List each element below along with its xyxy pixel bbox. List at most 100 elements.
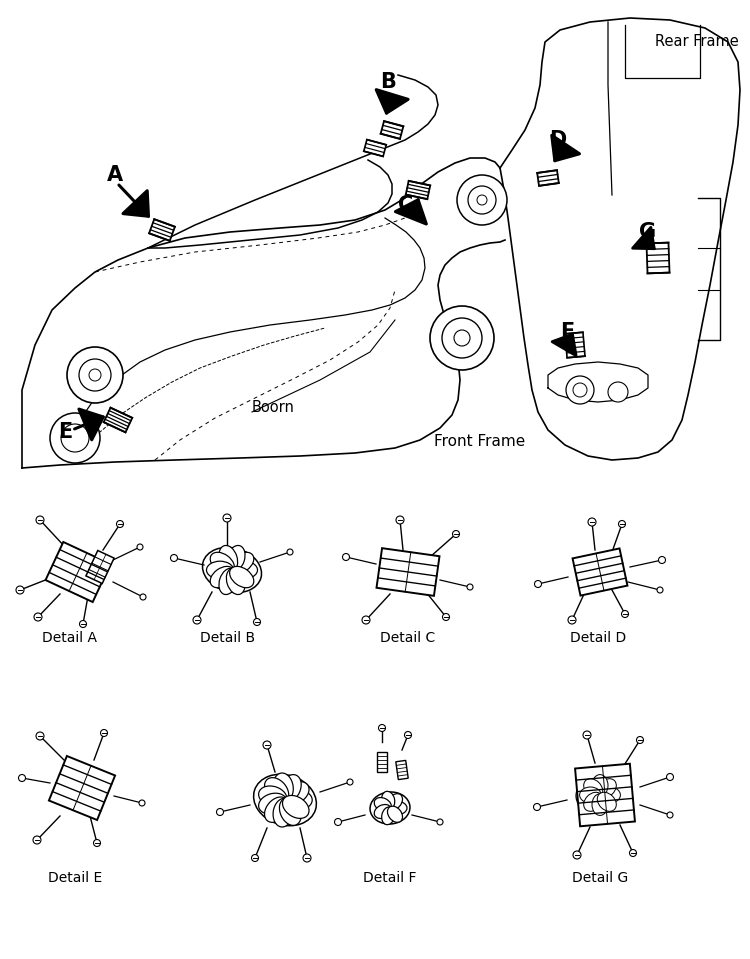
Point <box>125 422 134 433</box>
Bar <box>396 760 408 780</box>
Line: 2 pts: 2 pts <box>383 126 402 130</box>
Line: 2 pts: 2 pts <box>397 767 406 769</box>
Point <box>562 346 571 358</box>
Point <box>95 575 104 587</box>
Line: 2 pts: 2 pts <box>538 175 557 177</box>
Point <box>620 555 628 567</box>
Line: 2 pts: 2 pts <box>566 341 584 343</box>
Text: Detail F: Detail F <box>363 871 417 885</box>
Circle shape <box>347 779 353 785</box>
Line: 2 pts: 2 pts <box>94 557 111 565</box>
Point <box>424 188 433 199</box>
Line: 2 pts: 2 pts <box>407 188 429 193</box>
Point <box>104 787 112 799</box>
Bar <box>376 549 440 596</box>
Line: 2 pts: 2 pts <box>396 764 406 765</box>
Point <box>628 795 637 807</box>
Circle shape <box>573 851 581 859</box>
Line: 2 pts: 2 pts <box>409 181 430 185</box>
Ellipse shape <box>206 561 233 579</box>
Ellipse shape <box>280 775 302 802</box>
Line: 2 pts: 2 pts <box>538 178 558 181</box>
Circle shape <box>379 724 386 732</box>
Point <box>374 566 383 577</box>
Point <box>86 561 95 573</box>
Circle shape <box>667 774 674 781</box>
Ellipse shape <box>374 805 392 818</box>
Point <box>628 772 637 784</box>
Circle shape <box>100 730 107 737</box>
Ellipse shape <box>210 552 235 573</box>
Point <box>373 762 382 774</box>
Text: Detail E: Detail E <box>48 871 102 885</box>
Ellipse shape <box>283 782 309 805</box>
Ellipse shape <box>219 546 238 572</box>
Point <box>125 412 134 424</box>
Point <box>562 332 571 343</box>
Circle shape <box>583 731 591 739</box>
Point <box>562 337 571 348</box>
Text: Detail D: Detail D <box>570 631 626 645</box>
Point <box>392 762 401 774</box>
Point <box>643 244 652 255</box>
Line: 2 pts: 2 pts <box>364 148 384 152</box>
Line: 2 pts: 2 pts <box>60 550 107 572</box>
Point <box>377 130 386 142</box>
Point <box>101 409 110 421</box>
Point <box>100 562 109 573</box>
FancyBboxPatch shape <box>537 170 559 186</box>
Circle shape <box>193 616 201 624</box>
Line: 2 pts: 2 pts <box>151 230 171 237</box>
Point <box>562 351 571 363</box>
Point <box>403 766 412 778</box>
Text: F: F <box>560 322 574 342</box>
Point <box>47 571 56 582</box>
Point <box>101 416 110 428</box>
Point <box>77 807 86 818</box>
Text: Detail A: Detail A <box>43 631 98 645</box>
Ellipse shape <box>576 775 624 815</box>
Circle shape <box>588 518 596 526</box>
Circle shape <box>33 836 41 844</box>
Point <box>433 576 442 588</box>
Point <box>382 762 392 774</box>
Point <box>403 770 412 782</box>
Text: Front Frame: Front Frame <box>434 434 526 450</box>
Point <box>403 762 412 774</box>
Point <box>380 149 389 160</box>
FancyBboxPatch shape <box>149 220 175 241</box>
Circle shape <box>116 521 124 527</box>
Line: 2 pts: 2 pts <box>406 195 427 199</box>
Line: 2 pts: 2 pts <box>106 416 128 427</box>
Point <box>169 228 178 240</box>
Circle shape <box>442 614 449 620</box>
Point <box>433 566 442 577</box>
Circle shape <box>452 530 460 537</box>
Text: Boorn: Boorn <box>252 401 295 415</box>
Point <box>361 144 370 155</box>
Point <box>596 585 604 596</box>
Text: D: D <box>549 130 567 150</box>
Point <box>392 766 401 778</box>
Ellipse shape <box>580 787 602 803</box>
Point <box>554 166 562 177</box>
Point <box>572 562 580 573</box>
Circle shape <box>50 413 100 463</box>
Line: 2 pts: 2 pts <box>110 410 131 421</box>
Line: 2 pts: 2 pts <box>596 553 604 591</box>
Circle shape <box>19 775 26 782</box>
Point <box>47 553 56 565</box>
Text: Detail B: Detail B <box>200 631 256 645</box>
Point <box>403 191 412 202</box>
Point <box>424 177 433 189</box>
Point <box>403 180 412 192</box>
Point <box>380 140 389 152</box>
Text: C: C <box>398 195 414 215</box>
Line: 2 pts: 2 pts <box>381 558 438 566</box>
Point <box>398 130 406 142</box>
Point <box>398 118 406 129</box>
Point <box>643 268 652 279</box>
Line: 2 pts: 2 pts <box>378 578 435 586</box>
Point <box>404 547 412 558</box>
Ellipse shape <box>273 773 293 802</box>
